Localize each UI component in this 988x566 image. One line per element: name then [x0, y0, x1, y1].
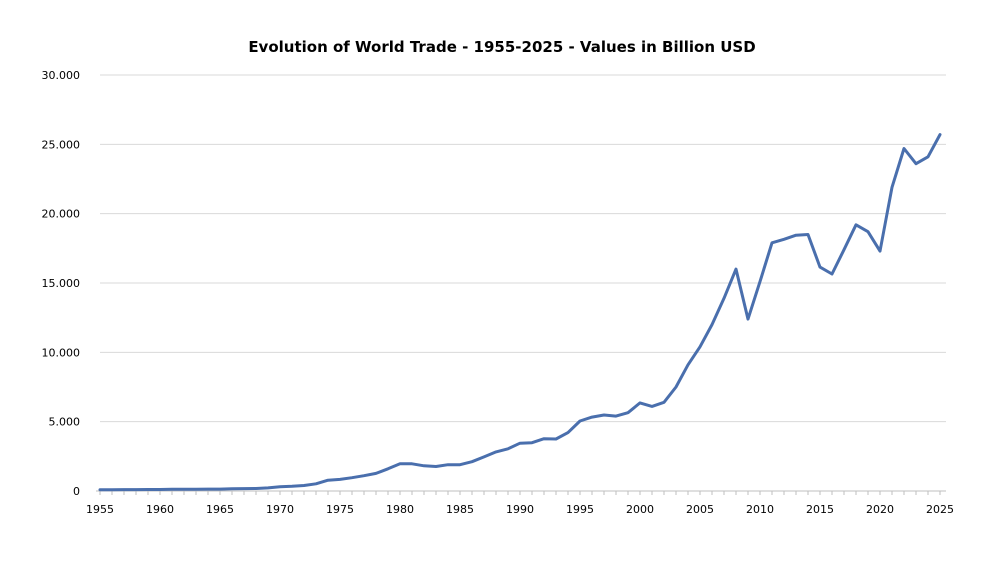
- axes: 0 5.000 10.000 15.000 20.000 25.000 30.000 1955…: [42, 69, 955, 516]
- x-tick-label: 1990: [506, 503, 534, 516]
- x-tick-label: 2025: [926, 503, 954, 516]
- y-tick-label: 20.000: [42, 208, 81, 221]
- x-tick-label: 1965: [206, 503, 234, 516]
- series-line: [98, 133, 942, 492]
- x-tick-label: 1980: [386, 503, 414, 516]
- y-tick-label: 25.000: [42, 138, 81, 151]
- x-tick-label: 1985: [446, 503, 474, 516]
- y-tick-label: 10.000: [42, 346, 81, 359]
- gridlines: [100, 74, 946, 423]
- x-tick-label: 2005: [686, 503, 714, 516]
- y-tick-label: 5.000: [49, 416, 81, 429]
- x-tick-label: 1960: [146, 503, 174, 516]
- x-tick-label: 1995: [566, 503, 594, 516]
- x-tick-label: 1975: [326, 503, 354, 516]
- x-tick-label: 2020: [866, 503, 894, 516]
- x-tick-label: 2010: [746, 503, 774, 516]
- x-tick-label: 1955: [86, 503, 114, 516]
- y-tick-label: 30.000: [42, 69, 81, 82]
- y-tick-label: 15.000: [42, 277, 81, 290]
- chart-title: Evolution of World Trade - 1955-2025 - V…: [248, 38, 755, 56]
- x-tick-label: 2000: [626, 503, 654, 516]
- series-layer: [98, 133, 942, 492]
- x-tick-label: 2015: [806, 503, 834, 516]
- y-tick-label: 0: [73, 485, 80, 498]
- x-tick-label: 1970: [266, 503, 294, 516]
